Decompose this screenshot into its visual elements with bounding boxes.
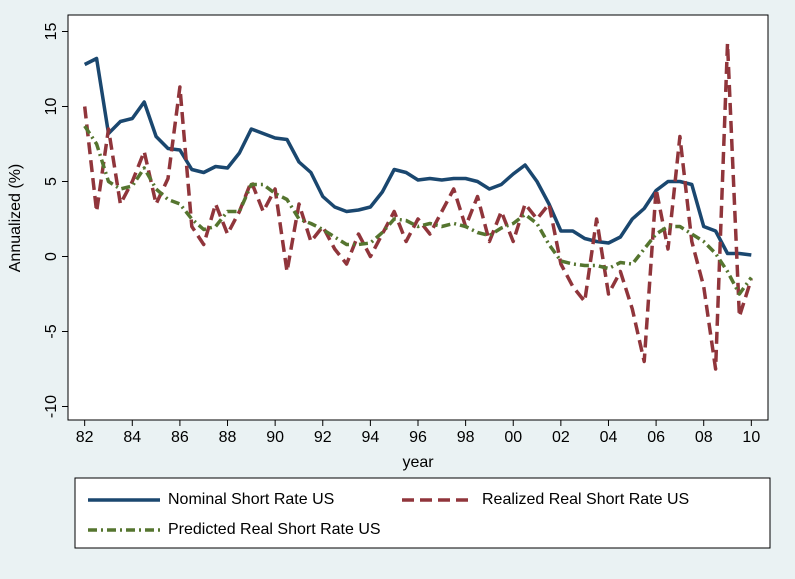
x-tick-label: 92 bbox=[314, 429, 332, 446]
x-tick-label: 88 bbox=[219, 429, 237, 446]
x-tick-label: 04 bbox=[600, 429, 618, 446]
x-tick-label: 94 bbox=[361, 429, 379, 446]
y-tick-label: -10 bbox=[43, 395, 60, 418]
x-tick-label: 84 bbox=[123, 429, 141, 446]
x-tick-label: 96 bbox=[409, 429, 427, 446]
x-tick-label: 86 bbox=[171, 429, 189, 446]
y-tick-label: 15 bbox=[43, 23, 60, 41]
x-tick-label: 02 bbox=[552, 429, 570, 446]
series-line bbox=[82, 41, 753, 371]
y-tick-label: -5 bbox=[43, 324, 60, 338]
legend-label: Nominal Short Rate US bbox=[168, 491, 334, 508]
x-tick-label: 82 bbox=[76, 429, 94, 446]
x-tick-label: 08 bbox=[695, 429, 713, 446]
series-line bbox=[83, 56, 752, 257]
x-tick-label: 90 bbox=[266, 429, 284, 446]
x-tick-label: 00 bbox=[504, 429, 522, 446]
x-tick-label: 98 bbox=[457, 429, 475, 446]
legend bbox=[74, 477, 771, 549]
x-axis-title: year bbox=[402, 454, 434, 471]
y-axis-title: Annualized (%) bbox=[7, 164, 24, 273]
y-tick-label: 10 bbox=[43, 98, 60, 116]
y-tick-label: 5 bbox=[43, 177, 60, 186]
x-tick-label: 06 bbox=[647, 429, 665, 446]
y-tick-label: 0 bbox=[43, 252, 60, 261]
legend-label: Realized Real Short Rate US bbox=[482, 491, 689, 508]
legend-label: Predicted Real Short Rate US bbox=[168, 521, 381, 538]
x-tick-label: 10 bbox=[742, 429, 760, 446]
series-line bbox=[83, 125, 753, 296]
